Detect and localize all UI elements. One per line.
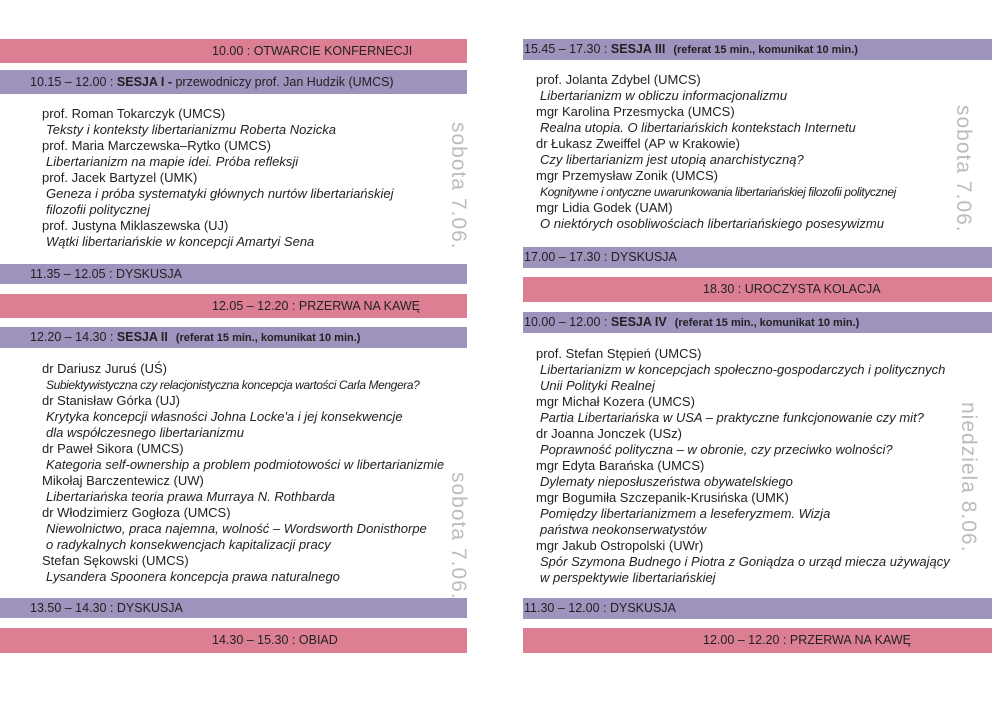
session-note: (referat 15 min., komunikat 10 min.) xyxy=(175,332,361,344)
session-1-header: 10.15 – 12.00 : SESJA I - przewodniczy p… xyxy=(0,70,467,94)
speaker-name: dr Dariusz Juruś (UŚ) xyxy=(42,361,167,376)
opening-label: 10.00 : OTWARCIE KONFERNECJI xyxy=(212,44,413,58)
talk-title: w perspektywie libertariańskiej xyxy=(540,570,716,585)
talk-title: Kategoria self-ownership a problem podmi… xyxy=(46,457,445,472)
talk-title: Poprawność polityczna – w obronie, czy p… xyxy=(540,442,893,457)
talk-title: Libertariańska teoria prawa Murraya N. R… xyxy=(46,489,336,504)
session-3-header: 15.45 – 17.30 : SESJA III (referat 15 min… xyxy=(523,39,992,60)
session-note: (referat 15 min., komunikat 10 min.) xyxy=(674,317,860,329)
talk-title: Subiektywistyczna czy relacjonistyczna k… xyxy=(46,378,420,392)
coffee-break-bar: 12.00 – 12.20 : PRZERWA NA KAWĘ xyxy=(523,628,992,653)
speaker-name: dr Łukasz Zweiffel (AP w Krakowie) xyxy=(536,136,740,151)
session-name: SESJA II xyxy=(116,330,168,344)
discussion-label: 11.30 – 12.00 : DYSKUSJA xyxy=(524,601,676,615)
discussion-bar: 11.35 – 12.05 : DYSKUSJA xyxy=(0,264,467,284)
speaker-name: prof. Roman Tokarczyk (UMCS) xyxy=(42,106,226,121)
discussion-label: 11.35 – 12.05 : DYSKUSJA xyxy=(30,267,182,281)
dinner-bar: 18.30 : UROCZYSTA KOLACJA xyxy=(523,277,992,302)
day-label: sobota 7.06. xyxy=(952,105,975,233)
speaker-name: mgr Przemysław Zonik (UMCS) xyxy=(536,168,719,183)
discussion-bar: 13.50 – 14.30 : DYSKUSJA xyxy=(0,598,467,618)
speaker-name: prof. Maria Marczewska–Rytko (UMCS) xyxy=(42,138,271,153)
lunch-bar: 14.30 – 15.30 : OBIAD xyxy=(0,628,467,653)
session-1-list: prof. Roman Tokarczyk (UMCS) Teksty i kon… xyxy=(42,106,394,250)
speaker-name: prof. Jolanta Zdybel (UMCS) xyxy=(536,72,701,87)
speaker-name: prof. Justyna Miklaszewska (UJ) xyxy=(42,218,229,233)
talk-title: Teksty i konteksty libertarianizmu Rober… xyxy=(46,122,336,137)
talk-title: Kognitywne i ontyczne uwarunkowania libe… xyxy=(540,185,896,199)
day-label: sobota 7.06. xyxy=(447,122,470,250)
coffee-break-label: 12.05 – 12.20 : PRZERWA NA KAWĘ xyxy=(212,299,420,313)
talk-title: Krytyka koncepcji własności Johna Locke'… xyxy=(46,409,403,424)
talk-title: Spór Szymona Budnego i Piotra z Goniądza… xyxy=(540,554,950,569)
talk-title: filozofii politycznej xyxy=(46,202,151,217)
talk-title: Pomiędzy libertarianizmem a leseferyzmem… xyxy=(540,506,831,521)
talk-title: dla współczesnego libertarianizmu xyxy=(46,425,244,440)
speaker-name: prof. Stefan Stępień (UMCS) xyxy=(536,346,702,361)
talk-title: Wątki libertariańskie w koncepcji Amarty… xyxy=(46,234,315,249)
speaker-name: mgr Michał Kozera (UMCS) xyxy=(536,394,695,409)
discussion-bar: 17.00 – 17.30 : DYSKUSJA xyxy=(523,247,992,268)
speaker-name: mgr Jakub Ostropolski (UWr) xyxy=(536,538,704,553)
session-chair: przewodniczy prof. Jan Hudzik (UMCS) xyxy=(172,75,394,89)
speaker-name: Stefan Sękowski (UMCS) xyxy=(42,553,189,568)
discussion-label: 13.50 – 14.30 : DYSKUSJA xyxy=(30,601,183,615)
opening-bar: 10.00 : OTWARCIE KONFERNECJI xyxy=(0,39,467,63)
session-2-header: 12.20 – 14.30 : SESJA II (referat 15 min.… xyxy=(0,327,467,348)
talk-title: o radykalnych konsekwencjach kapitalizac… xyxy=(46,537,331,552)
lunch-label: 14.30 – 15.30 : OBIAD xyxy=(212,633,338,647)
session-name: SESJA I - xyxy=(116,75,172,89)
discussion-bar: 11.30 – 12.00 : DYSKUSJA xyxy=(523,598,992,619)
coffee-break-label: 12.00 – 12.20 : PRZERWA NA KAWĘ xyxy=(703,633,911,647)
talk-title: Libertarianizm na mapie idei. Próba refl… xyxy=(46,154,299,169)
speaker-name: dr Joanna Jonczek (USz) xyxy=(536,426,682,441)
speaker-name: dr Stanisław Górka (UJ) xyxy=(42,393,180,408)
session-time: 10.15 – 12.00 : xyxy=(30,75,117,89)
talk-title: Libertarianizm w obliczu informacjonaliz… xyxy=(540,88,788,103)
talk-title: Dylematy nieposłuszeństwa obywatelskiego xyxy=(540,474,793,489)
talk-title: Partia Libertariańska w USA – praktyczne… xyxy=(540,410,924,425)
session-time: 15.45 – 17.30 : xyxy=(524,42,611,56)
dinner-label: 18.30 : UROCZYSTA KOLACJA xyxy=(703,282,881,296)
speaker-name: dr Paweł Sikora (UMCS) xyxy=(42,441,184,456)
speaker-name: prof. Jacek Bartyzel (UMK) xyxy=(42,170,198,185)
talk-title: państwa neokonserwatystów xyxy=(540,522,707,537)
session-name: SESJA IV xyxy=(610,315,667,329)
speaker-name: mgr Edyta Barańska (UMCS) xyxy=(536,458,705,473)
talk-title: O niektórych osobliwościach libertariańs… xyxy=(540,216,884,231)
session-note: (referat 15 min., komunikat 10 min.) xyxy=(673,44,858,56)
talk-title: Libertarianizm w koncepcjach społeczno-g… xyxy=(540,362,946,377)
speaker-name: dr Włodzimierz Gogłoza (UMCS) xyxy=(42,505,231,520)
talk-title: Lysandera Spoonera koncepcja prawa natur… xyxy=(46,569,340,584)
talk-title: Unii Polityki Realnej xyxy=(540,378,655,393)
session-4-header: 10.00 – 12.00 : SESJA IV (referat 15 min.… xyxy=(523,312,992,333)
day-label: sobota 7.06. xyxy=(447,472,470,600)
speaker-name: mgr Lidia Godek (UAM) xyxy=(536,200,673,215)
talk-title: Czy libertarianizm jest utopią anarchist… xyxy=(540,152,804,167)
talk-title: Niewolnictwo, praca najemna, wolność – W… xyxy=(46,521,427,536)
speaker-name: mgr Karolina Przesmycka (UMCS) xyxy=(536,104,735,119)
coffee-break-bar: 12.05 – 12.20 : PRZERWA NA KAWĘ xyxy=(0,294,467,318)
session-name: SESJA III xyxy=(610,42,666,56)
talk-title: Geneza i próba systematyki głównych nurt… xyxy=(46,186,394,201)
session-time: 10.00 – 12.00 : xyxy=(524,315,611,329)
discussion-label: 17.00 – 17.30 : DYSKUSJA xyxy=(524,250,677,264)
speaker-name: Mikołaj Barczentewicz (UW) xyxy=(42,473,204,488)
speaker-name: mgr Bogumiła Szczepanik-Krusińska (UMK) xyxy=(536,490,789,505)
session-4-list: prof. Stefan Stępień (UMCS) Libertarianiz… xyxy=(536,346,950,586)
talk-title: Realna utopia. O libertariańskich kontek… xyxy=(540,120,856,135)
session-2-list: dr Dariusz Juruś (UŚ) Subiektywistyczna c… xyxy=(42,361,444,585)
day-label: niedziela 8.06. xyxy=(957,402,980,553)
session-3-list: prof. Jolanta Zdybel (UMCS) Libertarianiz… xyxy=(536,72,896,232)
session-time: 12.20 – 14.30 : xyxy=(30,330,117,344)
